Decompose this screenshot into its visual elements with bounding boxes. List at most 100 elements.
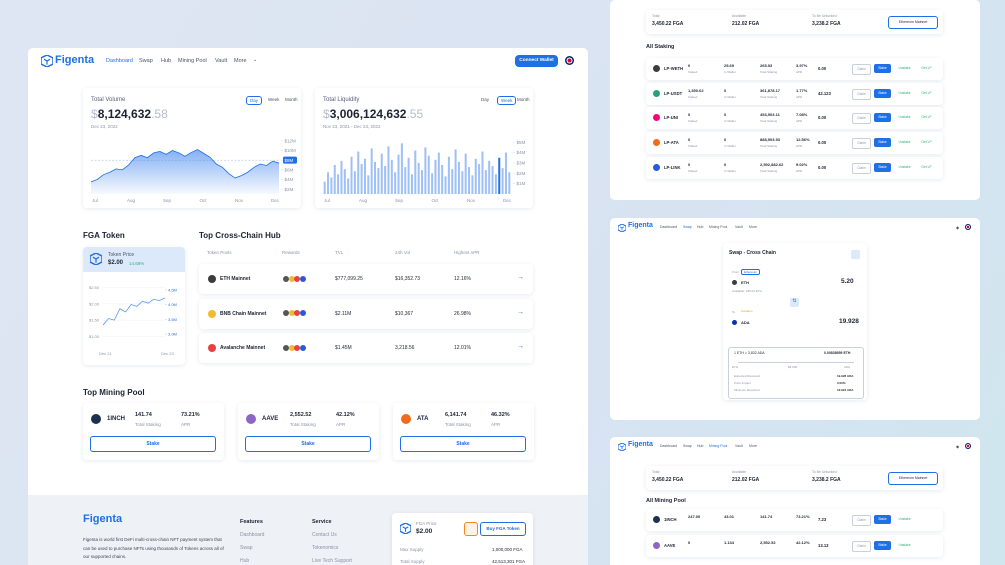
- row-button[interactable]: Claim: [852, 162, 871, 174]
- row-button[interactable]: Claim: [852, 113, 871, 125]
- route-step: ADA: [844, 365, 851, 369]
- footer-link[interactable]: Dashboard: [240, 532, 265, 538]
- section-title: All Staking: [646, 44, 675, 50]
- row-button[interactable]: Claim: [852, 138, 871, 150]
- stat-label: Available: [732, 14, 747, 18]
- footer-link[interactable]: Contact Us: [312, 532, 337, 538]
- row-button[interactable]: Unstake: [898, 164, 911, 169]
- row-button[interactable]: Unstake: [898, 517, 911, 521]
- row-button[interactable]: Claim: [852, 541, 871, 552]
- network-select[interactable]: Ethereum Mainnet: [888, 16, 938, 29]
- row-arrow[interactable]: →: [517, 308, 524, 316]
- row-arrow[interactable]: →: [517, 343, 524, 350]
- nav-link[interactable]: Mining Pool: [709, 225, 728, 229]
- pool-value-label: Total Staking: [760, 94, 778, 99]
- row-button[interactable]: Unstake: [898, 115, 911, 120]
- stake-button[interactable]: Stake: [90, 436, 216, 452]
- row-button[interactable]: Stake: [874, 162, 891, 172]
- row-button[interactable]: Claim: [852, 515, 871, 526]
- nav-link[interactable]: Hub: [697, 444, 704, 448]
- row-button[interactable]: Unstake: [898, 543, 911, 547]
- nav-link[interactable]: Mining Pool: [709, 444, 728, 448]
- nav-link[interactable]: Swap: [683, 444, 692, 448]
- reward: 7.23: [818, 517, 827, 522]
- row-button[interactable]: Get LP: [921, 90, 932, 95]
- row-button[interactable]: Stake: [874, 88, 891, 98]
- mining-card: ATA 6,141.74 Total Staking 46.32% APR Stake: [393, 403, 534, 460]
- row-button[interactable]: Stake: [874, 113, 891, 123]
- pool-value-label: APR: [796, 70, 803, 74]
- row-button[interactable]: Stake: [874, 541, 891, 550]
- range-toggle[interactable]: Month: [285, 97, 298, 102]
- bar: [494, 174, 497, 194]
- row-button[interactable]: Unstake: [898, 90, 911, 95]
- apr-label: APR: [491, 422, 501, 427]
- row-button[interactable]: Get LP: [921, 115, 932, 120]
- pool-value-label: Staked: [688, 94, 698, 99]
- nav-link[interactable]: Dashboard: [106, 58, 133, 64]
- token: ADA: [741, 320, 750, 325]
- row-button[interactable]: Stake: [874, 515, 891, 524]
- nav-link[interactable]: More: [234, 58, 247, 64]
- chart: [400, 523, 411, 534]
- chart: [90, 253, 102, 265]
- stake-button[interactable]: Stake: [245, 436, 371, 452]
- nav-link[interactable]: Vault: [735, 225, 743, 229]
- token-icon: [732, 280, 737, 285]
- network-select[interactable]: Ethereum Mainnet: [888, 472, 938, 485]
- nav-link[interactable]: More: [749, 225, 757, 229]
- row-button[interactable]: Unstake: [898, 140, 911, 145]
- stat-value: 1,000,000 FGA: [492, 547, 523, 552]
- row-button[interactable]: Stake: [874, 64, 891, 73]
- row-button[interactable]: Claim: [852, 88, 871, 100]
- nav-link[interactable]: Dashboard: [660, 444, 678, 448]
- range-toggle[interactable]: Day: [481, 97, 490, 102]
- nav-link[interactable]: Swap: [683, 225, 692, 229]
- footer-link[interactable]: Tokenomics: [312, 545, 339, 551]
- swap-direction[interactable]: ⇅: [790, 298, 799, 307]
- pool-value: 9.02%: [796, 161, 808, 167]
- nav-link[interactable]: More: [749, 444, 757, 448]
- range-toggle[interactable]: Week: [268, 97, 280, 102]
- row-button[interactable]: Get LP: [921, 140, 932, 145]
- detail-value: 19.928 ADA: [837, 374, 854, 378]
- connect-wallet-button[interactable]: Connect Wallet: [515, 55, 558, 67]
- token-icon: [288, 344, 295, 351]
- nav-link[interactable]: Vault: [735, 444, 743, 448]
- y2-tick-label: 3.5M: [168, 317, 177, 322]
- nav-link[interactable]: Mining Pool: [178, 58, 207, 64]
- nav-link[interactable]: Dashboard: [660, 225, 678, 229]
- row-button[interactable]: Get LP: [921, 66, 932, 70]
- bar: [327, 172, 330, 194]
- detail-label: Expected Received: [734, 374, 760, 378]
- footer-link[interactable]: Live Tech Support: [312, 558, 352, 564]
- stake-button[interactable]: Stake: [400, 436, 526, 452]
- nav-link[interactable]: Hub: [697, 225, 704, 229]
- big-value: $3,006,124,632.55: [323, 107, 423, 121]
- row-button[interactable]: Claim: [852, 64, 871, 75]
- row-button[interactable]: Unstake: [898, 66, 911, 70]
- row-arrow[interactable]: →: [517, 274, 524, 281]
- reward: 0.00: [818, 140, 827, 146]
- nav-link[interactable]: Swap: [139, 58, 153, 64]
- nav-link[interactable]: Hub: [161, 58, 172, 64]
- range-toggle[interactable]: Day: [246, 96, 263, 105]
- bar: [461, 171, 464, 194]
- row-button[interactable]: Get LP: [921, 164, 932, 169]
- row-button[interactable]: Stake: [874, 138, 891, 148]
- bar: [471, 175, 474, 194]
- buy-button[interactable]: Buy FGA Token: [480, 522, 526, 536]
- pool-value: 265.93: [760, 63, 773, 68]
- footer-link[interactable]: Hub: [240, 558, 250, 564]
- token-icon: [653, 114, 660, 122]
- brand: Figenta: [628, 222, 653, 229]
- range-toggle[interactable]: Month: [517, 97, 530, 102]
- pool-value-label: APR: [796, 94, 803, 99]
- y-tick-label: $3M: [517, 161, 526, 166]
- footer-link[interactable]: Swap: [240, 545, 253, 551]
- detail-label: Minimum Received: [734, 388, 760, 392]
- range-toggle[interactable]: Week: [497, 96, 517, 105]
- bar: [437, 152, 440, 194]
- route-box: 1 ETH = 3,832 ADA 0.00838959 ETH ETH $6,000…: [728, 347, 864, 399]
- nav-link[interactable]: Vault: [215, 58, 228, 64]
